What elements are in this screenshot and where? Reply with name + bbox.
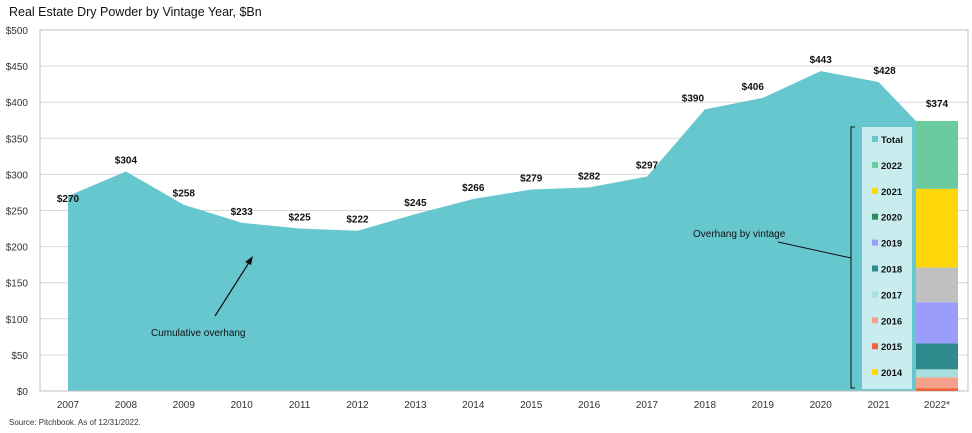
- stacked-bar-segment-2021: [916, 188, 958, 268]
- x-tick-label: 2012: [346, 400, 369, 411]
- legend-label: Total: [881, 135, 903, 146]
- y-tick-label: $0: [17, 387, 29, 398]
- chart-title: Real Estate Dry Powder by Vintage Year, …: [9, 5, 262, 19]
- x-tick-label: 2009: [173, 400, 196, 411]
- x-tick-label: 2007: [57, 400, 80, 411]
- stacked-bar-segment-2022: [916, 120, 958, 189]
- y-tick-label: $450: [6, 62, 29, 73]
- data-label: $297: [636, 161, 659, 172]
- x-tick-label: 2021: [867, 400, 890, 411]
- annotation-arrow-line: [214, 260, 251, 317]
- data-label: $225: [288, 213, 311, 224]
- stacked-bar-segment-2018: [916, 343, 958, 370]
- stacked-bar-segment-2019: [916, 302, 958, 344]
- legend-label: 2014: [881, 368, 903, 379]
- legend-swatch-2017: [872, 291, 878, 298]
- legend-swatch-2014: [872, 369, 878, 376]
- legend-label: 2022: [881, 161, 902, 172]
- x-tick-label: 2015: [520, 400, 543, 411]
- annotation-cumulative-overhang: Cumulative overhang: [151, 328, 246, 339]
- legend-label: 2017: [881, 290, 902, 301]
- legend-label: 2019: [881, 239, 902, 250]
- stacked-bar-segment-2020: [916, 267, 958, 303]
- y-tick-label: $200: [6, 243, 29, 254]
- data-label: $233: [231, 207, 254, 218]
- data-label: $428: [873, 66, 896, 77]
- legend-swatch-Total: [872, 136, 878, 142]
- data-label: $406: [742, 82, 765, 93]
- data-label: $270: [57, 194, 80, 205]
- legend-swatch-2016: [872, 317, 878, 324]
- legend-swatch-2021: [872, 187, 878, 194]
- x-tick-label: 2008: [115, 400, 138, 411]
- data-label: $258: [173, 189, 196, 200]
- x-tick-label: 2013: [404, 400, 427, 411]
- data-label: $245: [404, 198, 427, 209]
- x-tick-label: 2022*: [924, 400, 950, 411]
- annotation-arrowhead: [245, 256, 253, 265]
- data-label: $282: [578, 171, 601, 182]
- legend-label: 2015: [881, 342, 903, 353]
- y-tick-label: $250: [6, 207, 29, 218]
- data-label: $222: [346, 215, 369, 226]
- y-tick-label: $350: [6, 134, 29, 145]
- x-tick-label: 2014: [462, 400, 485, 411]
- legend-swatch-2022: [872, 161, 878, 168]
- x-tick-label: 2016: [578, 400, 601, 411]
- legend-label: 2020: [881, 213, 902, 224]
- x-tick-label: 2019: [752, 400, 775, 411]
- data-label: $304: [115, 156, 138, 167]
- x-tick-label: 2020: [810, 400, 833, 411]
- y-tick-label: $150: [6, 279, 29, 290]
- legend-swatch-2018: [872, 265, 878, 272]
- x-tick-label: 2011: [289, 400, 311, 411]
- source-note: Source: Pitchbook. As of 12/31/2022.: [9, 418, 141, 427]
- y-tick-label: $400: [6, 98, 29, 109]
- x-tick-label: 2010: [231, 400, 254, 411]
- legend-label: 2018: [881, 265, 902, 276]
- y-tick-label: $300: [6, 170, 29, 181]
- legend-box: [862, 127, 912, 389]
- data-label: $390: [682, 93, 705, 104]
- data-label: $279: [520, 174, 543, 185]
- data-label: $443: [810, 55, 833, 66]
- y-tick-label: $50: [11, 351, 28, 362]
- stacked-bar-segment-2016: [916, 377, 958, 389]
- legend-label: 2016: [881, 316, 902, 327]
- data-label: $266: [462, 183, 485, 194]
- y-tick-label: $100: [6, 315, 29, 326]
- legend-swatch-2015: [872, 343, 878, 350]
- legend-swatch-2019: [872, 239, 878, 246]
- annotation-overhang-by-vintage: Overhang by vintage: [693, 229, 786, 240]
- stacked-bar-segment-2017: [916, 369, 958, 378]
- y-tick-label: $500: [6, 26, 29, 37]
- annotation-line: [777, 241, 852, 259]
- legend-swatch-2020: [872, 213, 878, 220]
- x-tick-label: 2018: [694, 400, 717, 411]
- legend-label: 2021: [881, 187, 903, 198]
- data-label: $374: [926, 99, 949, 110]
- x-tick-label: 2017: [636, 400, 659, 411]
- stacked-bar-segment-2015: [916, 388, 958, 391]
- plot-border: [39, 29, 969, 392]
- area-series-total: [68, 71, 916, 392]
